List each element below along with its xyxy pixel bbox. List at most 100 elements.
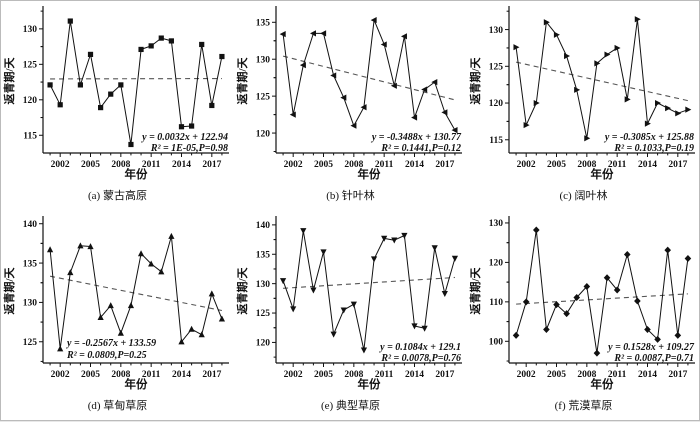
x-axis-label: 年份 [276,168,462,182]
triangle-up-marker [77,242,83,248]
data-line [283,231,455,350]
trend-r2-p: R² = 0.1441,P=0.12 [380,143,461,154]
x-axis-label: 年份 [509,378,695,392]
diamond-marker [624,251,631,258]
y-tick-label: 140 [256,221,271,231]
y-axis-label: 返青期/天 [468,56,482,104]
y-tick-label: 115 [23,131,37,141]
triangle-left-marker [361,104,367,110]
triangle-right-marker [554,32,560,38]
square-marker [58,102,63,107]
data-line [50,21,222,144]
y-tick-label: 130 [23,299,38,309]
trend-equation: y = -0.3488x + 130.77 [371,132,462,143]
square-marker [118,82,123,87]
triangle-down-marker [371,256,377,262]
y-axis-label: 返青期/天 [235,56,249,104]
y-tick-label: 130 [256,55,271,65]
triangle-right-marker [655,100,661,106]
triangle-down-marker [421,326,427,332]
square-marker [159,35,164,40]
triangle-right-marker [665,105,671,111]
subplot-caption: (a) 蒙古高原 [1,189,234,203]
diamond-marker [523,298,530,305]
trend-equation: y = 0.0032x + 122.94 [141,132,228,143]
triangle-right-marker [544,19,550,25]
triangle-down-marker [331,332,337,338]
y-tick-label: 120 [23,96,38,106]
triangle-up-marker [138,250,144,256]
triangle-up-marker [219,316,225,322]
y-axis-label: 返青期/天 [235,266,249,314]
y-tick-label: 135 [23,259,38,269]
trend-r2-p: R² = 0.0087,P=0.71 [613,353,694,364]
x-axis-label: 年份 [276,378,462,392]
triangle-down-marker [310,288,316,294]
y-tick-label: 125 [23,61,38,71]
triangle-down-marker [300,228,306,234]
trend-r2-p: R² = 0.0078,P=0.76 [380,353,461,364]
square-marker [169,38,174,43]
trend-line [283,277,455,288]
y-tick-label: 120 [256,129,271,139]
triangle-up-marker [118,330,124,336]
square-marker [47,82,52,87]
subplot-caption: (c) 阔叶林 [467,189,700,203]
diamond-marker [675,332,682,339]
y-axis-label: 返青期/天 [2,266,16,314]
y-tick-label: 120 [489,259,504,269]
triangle-down-marker [452,256,458,262]
y-tick-label: 130 [489,26,504,36]
square-marker [88,52,93,57]
y-tick-label: 125 [256,92,271,102]
trend-line [516,62,688,101]
data-line [50,236,222,348]
data-line [516,19,688,138]
square-marker [209,103,214,108]
square-marker [68,18,73,23]
square-marker [219,54,224,59]
y-tick-label: 125 [23,338,38,348]
square-marker [138,47,143,52]
diamond-marker [664,247,671,254]
square-marker [108,92,113,97]
y-axis-label: 返青期/天 [2,56,16,104]
y-tick-label: 125 [256,309,271,319]
diamond-marker [634,298,641,305]
triangle-left-marker [320,30,326,36]
triangle-up-marker [168,233,174,239]
diamond-marker [513,332,520,339]
trend-r2-p: R² = 0.1033,P=0.19 [613,143,694,154]
square-marker [98,105,103,110]
diamond-marker [594,350,601,357]
trend-equation: y = -0.3085x + 125.88 [604,132,694,143]
triangle-up-marker [57,345,63,351]
triangle-up-marker [209,290,215,296]
diamond-marker [685,255,692,262]
triangle-left-marker [280,31,286,37]
triangle-down-marker [341,308,347,314]
subplot-caption: (e) 典型草原 [234,399,467,413]
y-tick-label: 120 [256,339,271,349]
triangle-down-marker [320,249,326,255]
y-tick-label: 130 [256,280,271,290]
triangle-down-marker [351,302,357,308]
y-tick-label: 115 [489,136,503,146]
y-tick-label: 135 [256,18,271,28]
data-line [283,20,455,130]
triangle-right-marker [685,107,691,113]
diamond-marker [543,326,550,333]
y-tick-label: 100 [489,338,504,348]
square-marker [189,123,194,128]
trend-r2-p: R² = 1E-05,P=0.98 [150,143,228,154]
triangle-up-marker [47,246,53,252]
trend-equation: y = -0.2567x + 133.59 [66,338,156,349]
